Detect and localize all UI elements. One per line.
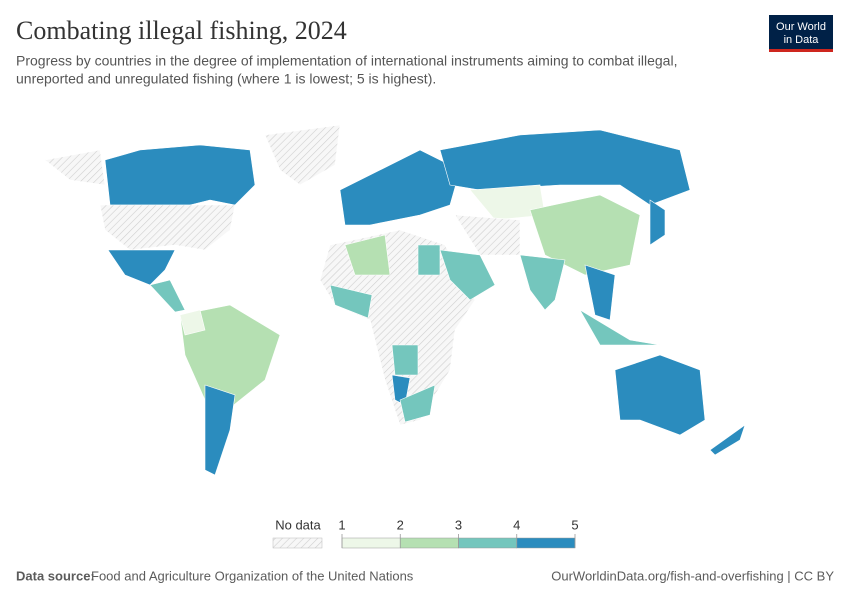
legend-bin bbox=[341, 537, 401, 549]
legend-bin bbox=[516, 537, 576, 549]
title: Combating illegal fishing, 2024 bbox=[16, 16, 347, 45]
logo-underline bbox=[769, 49, 833, 52]
legend: No data 1 2 3 4 5 bbox=[272, 517, 579, 549]
map bbox=[44, 124, 746, 476]
legend-tick-label: 3 bbox=[455, 517, 462, 532]
source: Food and Agriculture Organization of the… bbox=[91, 568, 414, 583]
legend-tick-label: 2 bbox=[397, 517, 404, 532]
legend-tick-label: 5 bbox=[571, 517, 578, 532]
no-data-swatch bbox=[272, 537, 323, 549]
logo-text: Our World bbox=[776, 21, 826, 33]
legend-label: No data bbox=[275, 517, 321, 532]
subtitle: unreported and unregulated fishing (wher… bbox=[16, 71, 436, 87]
legend-tick-label: 1 bbox=[338, 517, 345, 532]
source-label: Data source: bbox=[16, 568, 95, 583]
legend-bin bbox=[400, 537, 459, 549]
legend-tick-label: 4 bbox=[513, 517, 520, 532]
legend-bin bbox=[458, 537, 517, 549]
link: OurWorldinData.org/fish-and-overfishing … bbox=[551, 568, 834, 583]
subtitle: Progress by countries in the degree of i… bbox=[16, 53, 677, 69]
logo-text: in Data bbox=[784, 34, 820, 46]
logo bbox=[769, 15, 833, 50]
